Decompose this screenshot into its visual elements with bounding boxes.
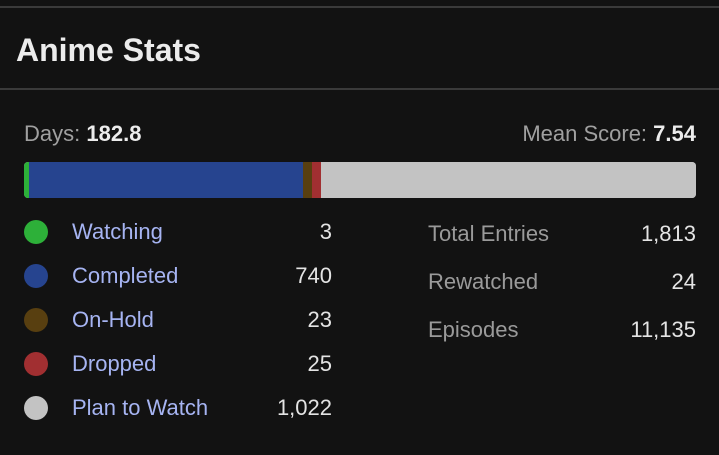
mean-score-value: 7.54 (653, 121, 696, 146)
bar-segment (303, 162, 312, 198)
separator (0, 88, 719, 90)
total-value: 1,813 (640, 221, 696, 246)
mean-score: Mean Score: 7.54 (522, 121, 696, 147)
top-border (0, 6, 719, 8)
bar-segment (311, 162, 322, 198)
status-name: Completed (72, 263, 179, 288)
title: Anime Stats (16, 32, 201, 68)
total-value: 11,135 (630, 317, 696, 342)
status-count: 1,022 (276, 395, 332, 420)
total-label: Episodes (428, 317, 519, 342)
status-dot (24, 264, 48, 288)
bar-segment (321, 162, 696, 198)
status-name: Watching (72, 219, 163, 244)
bar-segment (29, 162, 304, 198)
status-dot (24, 396, 48, 420)
mean-score-label: Mean Score: (522, 121, 648, 146)
status-count: 23 (307, 307, 332, 332)
status-count: 740 (295, 263, 332, 288)
total-label: Total Entries (428, 221, 550, 246)
bar-segment (24, 162, 29, 198)
status-dot (24, 308, 48, 332)
days-label: Days: (24, 121, 81, 146)
status-count: 3 (319, 219, 332, 244)
status-name: On-Hold (72, 307, 154, 332)
status-name: Plan to Watch (72, 395, 209, 420)
status-dot (24, 220, 48, 244)
total-label: Rewatched (428, 269, 539, 294)
total-value: 24 (671, 269, 696, 294)
status-bar (24, 162, 696, 198)
status-name: Dropped (72, 351, 157, 376)
days-value: 182.8 (86, 121, 142, 146)
status-dot (24, 352, 48, 376)
days: Days: 182.8 (24, 121, 141, 147)
status-count: 25 (307, 351, 332, 376)
